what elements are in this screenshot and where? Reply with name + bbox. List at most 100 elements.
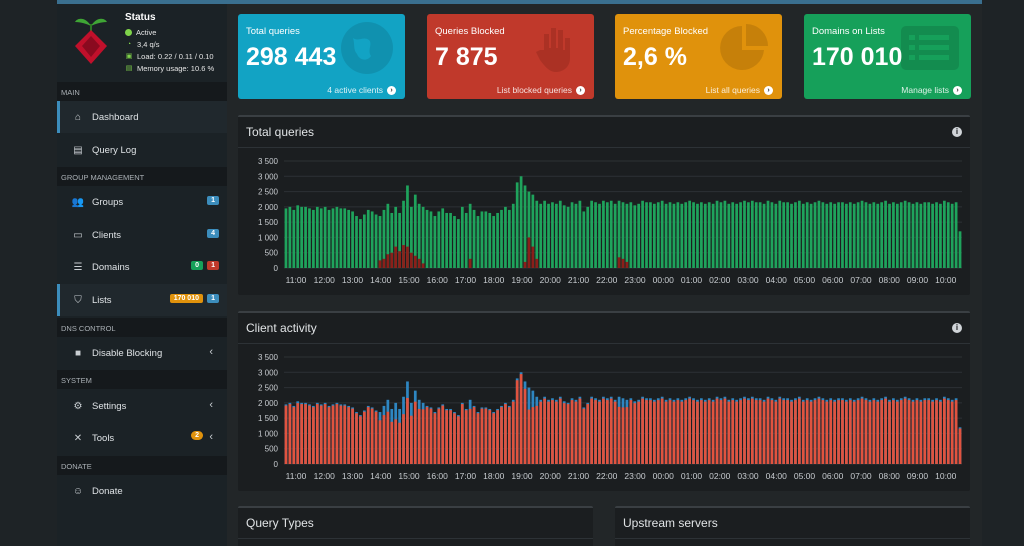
bar-permitted[interactable] — [484, 211, 488, 268]
bar-permitted[interactable] — [417, 203, 421, 268]
bar-permitted[interactable] — [680, 203, 684, 268]
bar-permitted[interactable] — [437, 211, 441, 268]
bar-blocked[interactable] — [535, 258, 539, 268]
bar-client-a[interactable] — [535, 405, 539, 464]
bar-client-a[interactable] — [727, 401, 731, 464]
bar-client-a[interactable] — [841, 400, 844, 464]
bar-client-a[interactable] — [899, 400, 903, 464]
bar-permitted[interactable] — [602, 200, 605, 268]
bar-permitted[interactable] — [598, 203, 601, 268]
bar-permitted[interactable] — [872, 202, 876, 268]
bar-permitted[interactable] — [558, 200, 562, 268]
bar-client-a[interactable] — [578, 398, 582, 464]
bar-client-a[interactable] — [848, 400, 852, 464]
bar-client-a[interactable] — [433, 413, 437, 464]
bar-permitted[interactable] — [848, 202, 852, 268]
bar-client-a[interactable] — [915, 400, 919, 464]
bar-client-a[interactable] — [359, 416, 362, 464]
bar-permitted[interactable] — [809, 203, 813, 268]
bar-client-a[interactable] — [492, 413, 496, 464]
bar-client-a[interactable] — [649, 400, 652, 464]
bar-client-a[interactable] — [715, 398, 719, 464]
bar-permitted[interactable] — [688, 200, 691, 268]
bar-client-a[interactable] — [331, 405, 335, 464]
bar-blocked[interactable] — [382, 258, 386, 268]
bar-client-a[interactable] — [570, 400, 574, 464]
bar-permitted[interactable] — [641, 200, 644, 268]
bar-permitted[interactable] — [895, 203, 899, 268]
bar-permitted[interactable] — [927, 202, 931, 268]
bar-permitted[interactable] — [519, 176, 523, 268]
bar-client-a[interactable] — [954, 400, 958, 464]
bar-client-a[interactable] — [923, 400, 927, 464]
bar-client-a[interactable] — [837, 400, 840, 464]
bar-permitted[interactable] — [327, 209, 331, 268]
bar-client-a[interactable] — [605, 400, 609, 464]
bar-permitted[interactable] — [515, 182, 519, 268]
bar-permitted[interactable] — [750, 200, 754, 268]
bar-permitted[interactable] — [903, 200, 907, 268]
bar-client-a[interactable] — [754, 400, 758, 464]
bar-permitted[interactable] — [841, 202, 844, 268]
bar-client-a[interactable] — [892, 400, 895, 464]
bar-client-a[interactable] — [335, 404, 339, 464]
sidebar-item-dashboard[interactable]: ⌂ Dashboard — [57, 101, 227, 133]
bar-client-a[interactable] — [343, 405, 347, 464]
bar-client-a[interactable] — [504, 404, 507, 464]
bar-client-a[interactable] — [688, 398, 691, 464]
bar-client-a[interactable] — [672, 401, 676, 464]
bar-blocked[interactable] — [413, 255, 417, 268]
bar-permitted[interactable] — [935, 202, 938, 268]
bar-client-a[interactable] — [370, 408, 374, 464]
bar-permitted[interactable] — [504, 206, 507, 268]
bar-permitted[interactable] — [915, 202, 919, 268]
bar-client-a[interactable] — [696, 401, 699, 464]
bar-client-a[interactable] — [790, 401, 793, 464]
bar-permitted[interactable] — [625, 203, 629, 268]
bar-permitted[interactable] — [500, 209, 503, 268]
bar-client-a[interactable] — [825, 401, 829, 464]
bar-permitted[interactable] — [351, 211, 354, 268]
bar-permitted[interactable] — [790, 203, 793, 268]
bar-blocked[interactable] — [625, 261, 629, 268]
bar-client-a[interactable] — [543, 398, 546, 464]
bar-blocked[interactable] — [617, 257, 621, 268]
bar-client-a[interactable] — [641, 398, 644, 464]
bar-client-a[interactable] — [797, 398, 801, 464]
bar-permitted[interactable] — [543, 200, 546, 268]
bar-client-a[interactable] — [852, 401, 856, 464]
bar-permitted[interactable] — [539, 203, 543, 268]
bar-client-a[interactable] — [950, 401, 954, 464]
bar-permitted[interactable] — [402, 200, 405, 268]
bar-client-a[interactable] — [919, 401, 923, 464]
bar-permitted[interactable] — [797, 200, 801, 268]
bar-client-a[interactable] — [468, 408, 472, 464]
bar-client-a[interactable] — [460, 404, 464, 464]
sidebar-item-tools[interactable]: ✕ Tools 2 ‹ — [57, 422, 227, 454]
bar-client-a[interactable] — [692, 400, 695, 464]
bar-permitted[interactable] — [343, 208, 347, 268]
bar-client-a[interactable] — [507, 407, 511, 464]
bar-client-a[interactable] — [472, 407, 476, 464]
bar-permitted[interactable] — [406, 185, 409, 268]
bar-blocked[interactable] — [468, 258, 472, 268]
bar-client-a[interactable] — [425, 407, 429, 464]
bar-client-a[interactable] — [351, 408, 354, 464]
bar-client-a[interactable] — [829, 400, 833, 464]
bar-permitted[interactable] — [813, 202, 817, 268]
bar-permitted[interactable] — [590, 200, 594, 268]
bar-permitted[interactable] — [390, 212, 394, 268]
bar-permitted[interactable] — [582, 211, 586, 268]
bar-client-a[interactable] — [464, 410, 468, 464]
bar-permitted[interactable] — [852, 203, 856, 268]
bar-client-a[interactable] — [931, 401, 934, 464]
bar-blocked[interactable] — [527, 237, 531, 268]
bar-client-a[interactable] — [406, 397, 409, 464]
bar-permitted[interactable] — [284, 208, 288, 268]
bar-client-a[interactable] — [668, 400, 672, 464]
bar-client-a[interactable] — [774, 401, 778, 464]
bar-client-a[interactable] — [637, 401, 641, 464]
bar-client-a[interactable] — [664, 401, 668, 464]
bar-client-a[interactable] — [547, 401, 550, 464]
bar-client-a[interactable] — [833, 401, 836, 464]
